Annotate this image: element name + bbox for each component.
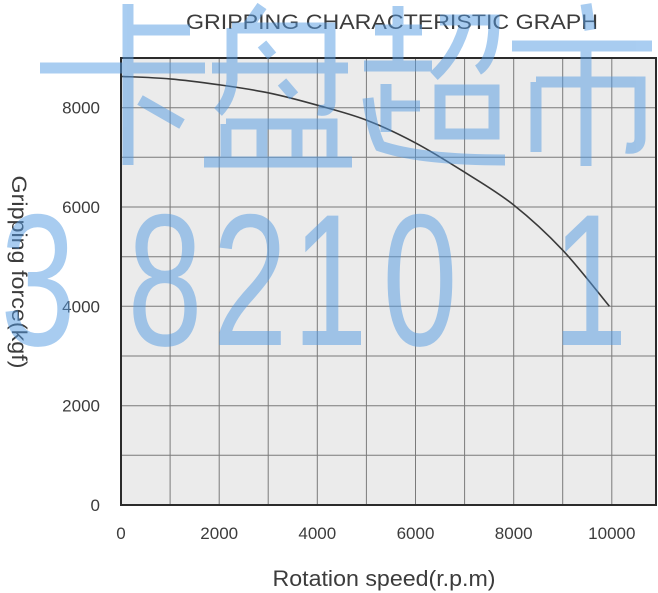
y-tick-label-2000: 2000 — [62, 397, 100, 416]
chart-title: GRIPPING CHARACTERISTIC GRAPH — [186, 11, 598, 34]
y-tick-labels: 0 2000 4000 6000 8000 — [62, 99, 100, 515]
x-tick-label-2000: 2000 — [200, 524, 238, 543]
x-tick-label-10000: 10000 — [588, 524, 635, 543]
y-axis-label: Gripping force(kgf) — [7, 176, 30, 369]
y-tick-label-4000: 4000 — [62, 297, 100, 316]
x-tick-labels: 0 2000 4000 6000 8000 10000 — [116, 524, 635, 543]
x-tick-label-4000: 4000 — [298, 524, 336, 543]
x-tick-label-0: 0 — [116, 524, 125, 543]
x-tick-label-6000: 6000 — [397, 524, 435, 543]
plot-background — [121, 58, 656, 505]
y-tick-label-8000: 8000 — [62, 99, 100, 118]
x-axis-label: Rotation speed(r.p.m) — [273, 566, 496, 591]
y-tick-label-0: 0 — [91, 496, 100, 515]
y-tick-label-6000: 6000 — [62, 198, 100, 217]
x-tick-label-8000: 8000 — [495, 524, 533, 543]
